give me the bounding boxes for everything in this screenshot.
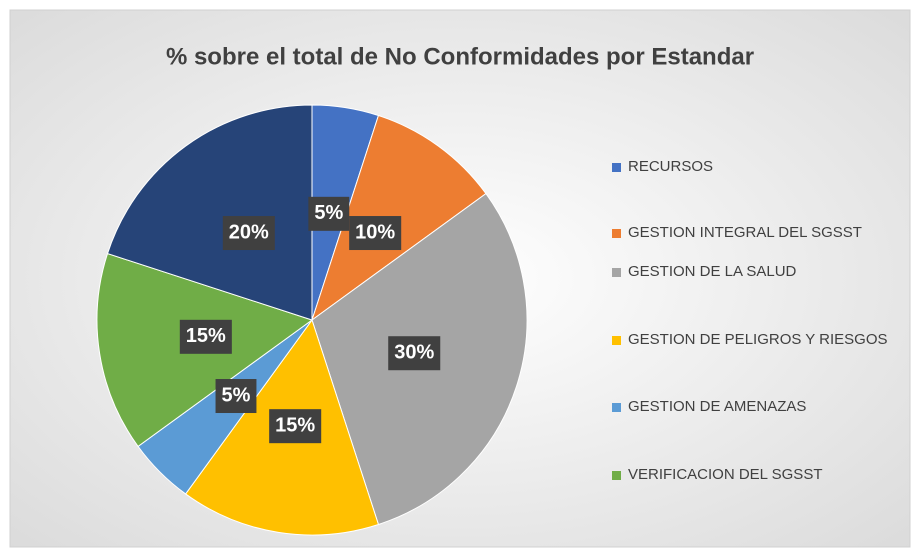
legend-label: GESTION DE AMENAZAS [628,398,807,415]
pie-slice [106,104,313,321]
legend-swatch [612,336,621,345]
legend-swatch [612,403,621,412]
data-label-box [388,336,441,371]
data-label-box [269,409,322,444]
data-label: 5% [222,384,251,406]
legend-label: GESTION DE PELIGROS Y RIESGOS [628,331,888,348]
data-label-box [222,216,275,251]
legend-label: GESTION DE LA SALUD [628,263,797,280]
legend-label: GESTION INTEGRAL DEL SGSST [628,224,862,241]
legend-item: GESTION DE PELIGROS Y RIESGOS [612,326,902,354]
data-label: 20% [229,221,269,243]
chart-title: % sobre el total de No Conformidades por… [166,43,754,70]
legend-swatch [612,229,621,238]
legend-item: GESTION INTEGRAL DEL SGSST [612,219,902,247]
data-label-box [349,216,402,251]
data-label-box [179,319,232,354]
legend-item: VERIFICACION DEL SGSST [612,461,902,489]
legend-item: RECURSOS [612,153,902,181]
data-label: 15% [275,414,315,436]
data-label-box [215,379,257,414]
legend-item: GESTION DE LA SALUD [612,258,902,286]
data-label: 10% [355,221,395,243]
data-label: 30% [394,342,434,364]
legend-item: GESTION DE AMENAZAS [612,393,902,421]
legend-label: RECURSOS [628,158,714,175]
data-label: 5% [314,202,343,224]
data-label-box [308,196,350,231]
legend-swatch [612,268,621,277]
legend-label: VERIFICACION DEL SGSST [628,466,823,483]
legend-swatch [612,471,621,480]
legend-swatch [612,163,621,172]
data-label: 15% [186,325,226,347]
